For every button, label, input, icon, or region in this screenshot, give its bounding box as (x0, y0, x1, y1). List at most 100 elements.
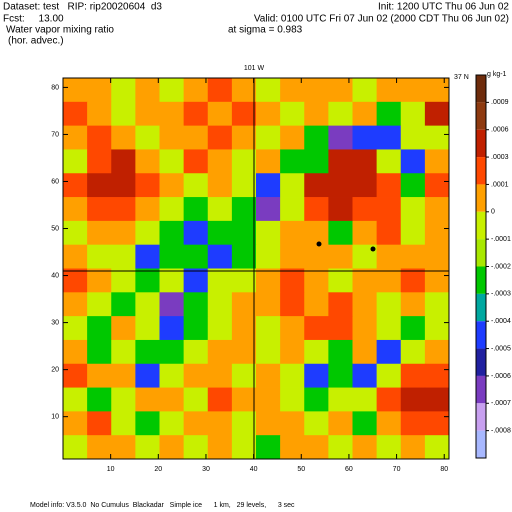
colorbar-unit: g kg-1 (487, 71, 507, 78)
cell (304, 149, 329, 174)
colorbar-label: -.0006 (491, 373, 511, 380)
cell (111, 435, 136, 460)
cell (207, 125, 233, 150)
cell (256, 292, 281, 317)
cell (424, 244, 450, 269)
cell (231, 363, 257, 388)
cell (352, 173, 378, 198)
cell (376, 435, 402, 460)
cell (183, 411, 209, 436)
level: at sigma = 0.983 (228, 25, 303, 36)
cell (400, 197, 426, 222)
cell (328, 149, 353, 174)
y-tick-label: 30 (51, 319, 59, 326)
cell (135, 363, 160, 388)
cell (159, 125, 185, 150)
cell (183, 387, 209, 412)
cell (352, 197, 378, 222)
y-tick-label: 40 (51, 272, 59, 279)
cell (87, 125, 112, 150)
cell (376, 149, 402, 174)
cell (207, 363, 233, 388)
cell (63, 78, 88, 103)
colorbar-segment (476, 348, 486, 376)
cell (328, 411, 353, 436)
station (370, 246, 376, 252)
cell (280, 197, 305, 222)
cell (63, 244, 88, 269)
cell (376, 292, 402, 317)
cell (328, 363, 353, 388)
cell (328, 197, 353, 222)
colorbar-label: -.0004 (491, 318, 511, 325)
cell (304, 339, 329, 365)
cell (207, 197, 233, 222)
cell (304, 435, 329, 460)
cell (328, 220, 353, 246)
cell (280, 316, 305, 341)
cell (207, 78, 233, 103)
x-tick-label: 50 (297, 466, 305, 473)
cell (352, 78, 378, 103)
y-tick-label: 60 (51, 178, 59, 185)
cell (304, 268, 329, 293)
cell (280, 125, 305, 150)
cell (376, 78, 402, 103)
colorbar-label: .0001 (491, 181, 509, 188)
cell (280, 411, 305, 436)
cell (231, 292, 257, 317)
cell (280, 435, 305, 460)
cell (400, 435, 426, 460)
cell (87, 244, 112, 269)
cell (159, 197, 185, 222)
cell (280, 387, 305, 412)
cell (111, 125, 136, 150)
cell (183, 125, 209, 150)
cell (111, 268, 136, 293)
cell (87, 149, 112, 174)
cell (376, 125, 402, 150)
cell (159, 435, 185, 460)
cell (352, 363, 378, 388)
cell (63, 363, 88, 388)
cell (87, 197, 112, 222)
cell (376, 339, 402, 365)
colorbar-label: .0003 (491, 154, 509, 161)
cell (376, 220, 402, 246)
cell (304, 101, 329, 127)
y-annotation: 37 N (454, 74, 469, 81)
cell (87, 363, 112, 388)
cell (207, 268, 233, 293)
cell (424, 411, 450, 436)
cell (280, 363, 305, 388)
colorbar-segment (476, 293, 486, 322)
cell (328, 101, 353, 127)
station (316, 241, 322, 247)
cell (135, 173, 160, 198)
cell (376, 197, 402, 222)
cell (111, 244, 136, 269)
cell (256, 387, 281, 412)
colorbar-segment (476, 321, 486, 349)
cell (424, 268, 450, 293)
cell (63, 387, 88, 412)
subtitle: (hor. advec.) (8, 36, 64, 47)
cell (159, 173, 185, 198)
cell (304, 316, 329, 341)
cell (376, 387, 402, 412)
cell (424, 387, 450, 412)
cell (63, 411, 88, 436)
cell (135, 125, 160, 150)
cell (231, 339, 257, 365)
cell (207, 435, 233, 460)
cell (63, 149, 88, 174)
cell (231, 435, 257, 460)
cell (159, 339, 185, 365)
colorbar-label: .0009 (491, 99, 509, 106)
field (63, 78, 450, 460)
cell (183, 292, 209, 317)
cell (111, 220, 136, 246)
cell (111, 363, 136, 388)
cell (400, 149, 426, 174)
